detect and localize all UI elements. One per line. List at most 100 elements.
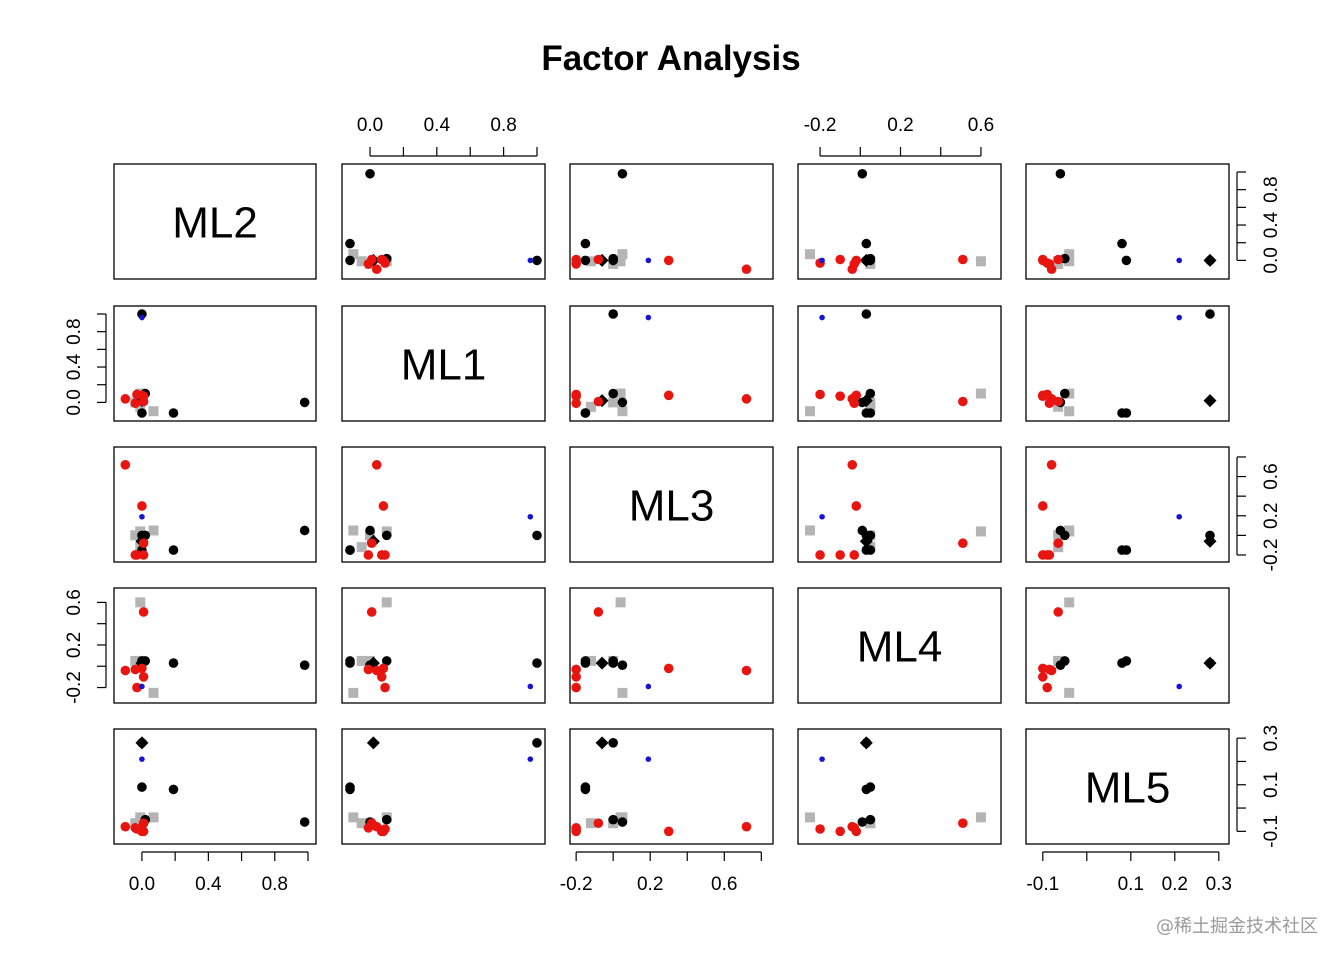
data-point-blue xyxy=(527,513,534,520)
data-point-red xyxy=(120,394,131,404)
panel-ml1-vs-ml3 xyxy=(571,309,752,418)
data-point-black-circle xyxy=(861,309,872,319)
data-point-black-circle xyxy=(865,814,876,825)
panel-ml2-vs-ml5 xyxy=(1038,168,1217,275)
data-point-red xyxy=(958,538,968,549)
panel-ml4-vs-ml5 xyxy=(1038,597,1217,698)
data-point-gray xyxy=(130,530,141,541)
data-point-black-circle xyxy=(345,238,355,249)
data-point-black-circle xyxy=(1117,238,1127,249)
panel-frame xyxy=(797,446,1002,563)
data-point-red xyxy=(363,550,374,560)
data-point-blue xyxy=(139,513,145,520)
panel-frame xyxy=(1025,728,1230,845)
panel-ml4-vs-ml2 xyxy=(120,597,310,698)
data-point-gray xyxy=(1064,256,1075,267)
data-point-red xyxy=(663,826,674,837)
data-point-blue xyxy=(527,257,534,264)
data-point-gray xyxy=(148,687,159,698)
data-point-black-circle xyxy=(865,782,876,792)
tick-label: 0.6 xyxy=(711,874,737,895)
data-point-red xyxy=(741,394,752,404)
data-point-red xyxy=(376,550,387,560)
data-point-red xyxy=(363,664,374,675)
data-point-red xyxy=(138,550,149,560)
panel-frame xyxy=(113,305,317,422)
data-point-black-circle xyxy=(861,238,872,249)
data-point-red xyxy=(371,264,382,275)
data-point-black-circle xyxy=(1060,388,1070,399)
tick-label: 0.8 xyxy=(64,318,85,344)
data-point-gray xyxy=(356,655,367,666)
tick-label: -0.1 xyxy=(1261,815,1282,848)
data-point-red xyxy=(741,665,752,676)
data-point-red xyxy=(366,538,377,549)
panel-frame xyxy=(569,728,774,845)
data-point-black-circle xyxy=(617,168,628,179)
data-point-red xyxy=(1038,501,1048,511)
data-point-red xyxy=(741,264,752,275)
panel-ml1-vs-ml5 xyxy=(1038,309,1217,418)
tick-label: 0.8 xyxy=(1261,176,1282,202)
diagonal-label-ml1: ML1 xyxy=(401,341,487,390)
panel-ml5-vs-ml1 xyxy=(345,736,542,837)
data-point-gray xyxy=(975,812,986,823)
tick-label: 0.4 xyxy=(424,115,451,136)
panel-ml3-vs-ml4 xyxy=(805,460,986,560)
tick-label: 0.1 xyxy=(1261,772,1282,798)
panel-ml4-vs-ml3 xyxy=(571,597,752,698)
data-point-red xyxy=(593,254,604,265)
data-point-red xyxy=(815,389,825,400)
data-point-red xyxy=(571,664,581,675)
data-point-black-circle xyxy=(1121,408,1132,418)
data-point-red xyxy=(130,664,141,675)
data-point-black-circle xyxy=(1060,656,1070,666)
data-point-gray xyxy=(1053,530,1064,541)
diagonal-label-ml4: ML4 xyxy=(857,623,943,672)
data-point-blue xyxy=(1176,257,1182,264)
panel-ml5-vs-ml3 xyxy=(571,736,752,837)
data-point-gray xyxy=(805,525,816,536)
data-point-red xyxy=(371,460,382,470)
data-point-gray xyxy=(608,397,619,408)
panel-frame xyxy=(797,587,1002,704)
panel-ml1-vs-ml4 xyxy=(805,309,986,418)
data-point-gray xyxy=(148,525,159,536)
data-point-blue xyxy=(819,513,825,520)
data-point-black-circle xyxy=(857,817,868,827)
tick-label: -0.2 xyxy=(64,671,85,704)
data-point-black-circle xyxy=(617,397,628,408)
data-point-black-circle xyxy=(580,238,591,249)
data-point-red xyxy=(663,663,674,674)
data-point-blue xyxy=(527,683,534,690)
panel-frame xyxy=(113,163,317,280)
panel-frame xyxy=(341,163,546,280)
data-point-red xyxy=(1038,254,1048,265)
diagonal-label-ml5: ML5 xyxy=(1085,764,1171,813)
data-point-red xyxy=(1044,398,1055,409)
data-point-black-circle xyxy=(299,525,310,536)
data-point-red xyxy=(958,254,968,265)
panel-ml4-vs-ml1 xyxy=(345,597,542,698)
data-point-gray xyxy=(356,542,367,553)
data-point-red xyxy=(815,824,825,834)
data-point-red xyxy=(138,391,149,402)
panel-frame xyxy=(569,446,774,563)
data-point-red xyxy=(1053,607,1063,617)
panel-frame xyxy=(797,163,1002,280)
tick-label: 0.8 xyxy=(490,115,516,136)
data-point-black-circle xyxy=(299,660,310,670)
data-point-gray xyxy=(356,818,367,829)
panel-frame xyxy=(113,446,317,563)
data-point-gray xyxy=(617,687,628,698)
data-point-black-circle xyxy=(532,738,542,748)
data-point-gray xyxy=(585,655,596,666)
data-point-red xyxy=(130,398,141,409)
panel-frame xyxy=(341,305,546,422)
panel-frame xyxy=(1025,305,1230,422)
data-point-blue xyxy=(1176,513,1182,520)
data-point-gray xyxy=(348,525,359,536)
data-point-red xyxy=(376,254,387,265)
data-point-black-circle xyxy=(532,255,542,266)
